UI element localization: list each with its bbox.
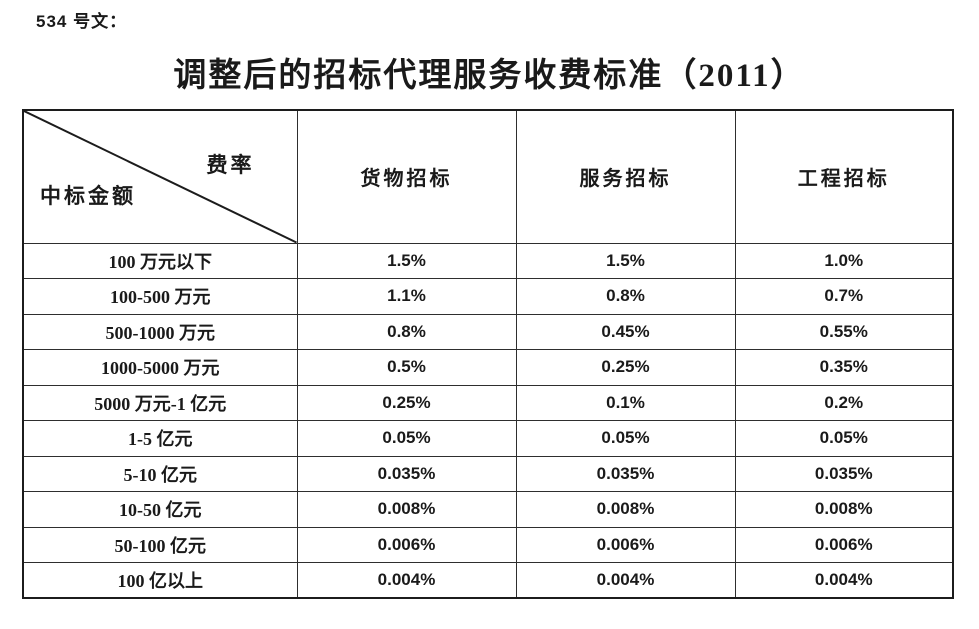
goods-rate-cell: 0.035% [296, 455, 517, 492]
goods-rate-cell: 0.05% [296, 420, 517, 457]
engineering-rate-cell: 0.035% [734, 455, 954, 492]
amount-cell: 100 亿以上 [22, 562, 298, 599]
engineering-rate-cell: 0.05% [734, 420, 954, 457]
service-rate-cell: 0.05% [515, 420, 736, 457]
goods-rate-cell: 1.1% [296, 278, 517, 315]
table-row: 500-1000 万元 0.8% 0.45% 0.55% [22, 313, 954, 350]
service-rate-cell: 0.006% [515, 526, 736, 563]
column-header-service: 服务招标 [515, 109, 736, 244]
corner-header-cell: 费率 中标金额 [22, 109, 298, 244]
column-header-goods: 货物招标 [296, 109, 517, 244]
corner-amount-label: 中标金额 [40, 183, 136, 208]
service-rate-cell: 0.45% [515, 313, 736, 350]
service-rate-cell: 0.035% [515, 455, 736, 492]
goods-rate-cell: 0.006% [296, 526, 517, 563]
engineering-rate-cell: 0.2% [734, 384, 954, 421]
engineering-rate-cell: 0.7% [734, 278, 954, 315]
header-row: 费率 中标金额 货物招标 服务招标 工程招标 [22, 109, 954, 244]
table-row: 5-10 亿元 0.035% 0.035% 0.035% [22, 455, 954, 492]
diagonal-divider-line [24, 111, 297, 243]
engineering-rate-cell: 0.008% [734, 491, 954, 528]
goods-rate-cell: 0.5% [296, 349, 517, 386]
table-row: 100 万元以下 1.5% 1.5% 1.0% [22, 242, 954, 279]
service-rate-cell: 1.5% [515, 242, 736, 279]
amount-cell: 1000-5000 万元 [22, 349, 298, 386]
engineering-rate-cell: 1.0% [734, 242, 954, 279]
table-row: 100-500 万元 1.1% 0.8% 0.7% [22, 278, 954, 315]
goods-rate-cell: 0.25% [296, 384, 517, 421]
page-title: 调整后的招标代理服务收费标准（2011） [173, 58, 806, 94]
engineering-rate-cell: 0.35% [734, 349, 954, 386]
fee-rate-table: 费率 中标金额 货物招标 服务招标 工程招标 100 万元以下 1.5% 1.5… [22, 109, 954, 599]
column-header-engineering: 工程招标 [734, 109, 954, 244]
goods-rate-cell: 0.8% [296, 313, 517, 350]
service-rate-cell: 0.008% [515, 491, 736, 528]
amount-cell: 5000 万元-1 亿元 [22, 384, 298, 421]
engineering-rate-cell: 0.004% [734, 562, 954, 599]
engineering-rate-cell: 0.006% [734, 526, 954, 563]
amount-cell: 1-5 亿元 [22, 420, 298, 457]
table-row: 50-100 亿元 0.006% 0.006% 0.006% [22, 526, 954, 563]
service-rate-cell: 0.25% [515, 349, 736, 386]
goods-rate-cell: 1.5% [296, 242, 517, 279]
amount-cell: 10-50 亿元 [22, 491, 298, 528]
corner-rate-label: 费率 [206, 153, 255, 177]
service-rate-cell: 0.004% [515, 562, 736, 599]
doc-number-label: 534 号文： [36, 12, 128, 31]
goods-rate-cell: 0.004% [296, 562, 517, 599]
table-row: 1000-5000 万元 0.5% 0.25% 0.35% [22, 349, 954, 386]
amount-cell: 500-1000 万元 [22, 313, 298, 350]
table-row: 100 亿以上 0.004% 0.004% 0.004% [22, 562, 954, 599]
amount-cell: 100-500 万元 [22, 278, 298, 315]
amount-cell: 50-100 亿元 [22, 526, 298, 563]
table-row: 10-50 亿元 0.008% 0.008% 0.008% [22, 491, 954, 528]
table-row: 1-5 亿元 0.05% 0.05% 0.05% [22, 420, 954, 457]
amount-cell: 5-10 亿元 [22, 455, 298, 492]
service-rate-cell: 0.1% [515, 384, 736, 421]
engineering-rate-cell: 0.55% [734, 313, 954, 350]
table-row: 5000 万元-1 亿元 0.25% 0.1% 0.2% [22, 384, 954, 421]
goods-rate-cell: 0.008% [296, 491, 517, 528]
amount-cell: 100 万元以下 [22, 242, 298, 279]
service-rate-cell: 0.8% [515, 278, 736, 315]
